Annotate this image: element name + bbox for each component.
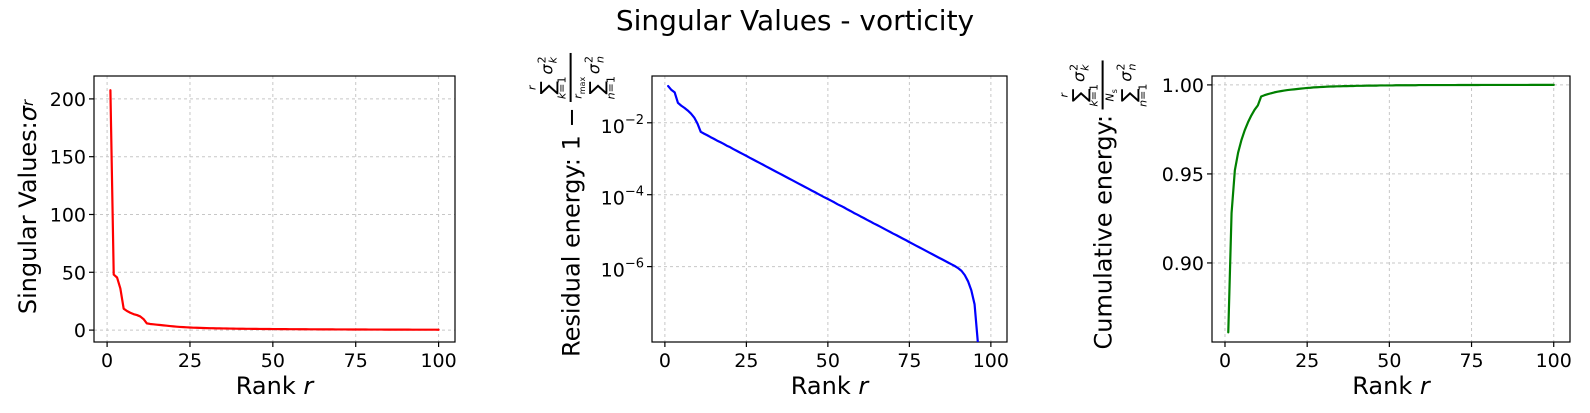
ylabel-text: Residual energy: 1 − <box>557 107 586 357</box>
figure-title: Singular Values - vorticity <box>615 4 975 37</box>
residual-energy-line <box>667 84 979 342</box>
sum-symbol: ∑ <box>584 81 609 95</box>
x-tick-label: 75 <box>1459 350 1483 372</box>
y-tick-label: 10−4 <box>601 185 644 210</box>
sum-lower-limit: n=1 <box>604 76 618 100</box>
y-tick-label: 10−6 <box>601 257 644 282</box>
x-tick-label: 50 <box>261 350 285 372</box>
x-tick-label: 25 <box>734 350 758 372</box>
x-tick-label: 100 <box>1536 350 1572 372</box>
plot-residual-energy: 0 25 50 75 100 10−2 10−4 10−6 Rank r <box>601 75 1009 400</box>
ylabel-text: Cumulative energy: <box>1089 114 1118 350</box>
x-axis-label: Rank r <box>791 372 871 400</box>
x-tick-label: 50 <box>816 350 840 372</box>
x-tick-label: 0 <box>659 350 671 372</box>
y-tick-label: 0 <box>74 320 86 342</box>
sigma-symbol: σ <box>14 106 43 122</box>
y-tick-label: 1.00 <box>1162 75 1204 97</box>
sigma-subscript: r <box>19 99 38 107</box>
y-tick-label: 50 <box>62 262 86 284</box>
plot-cumulative-energy: 0 25 50 75 100 0.90 0.95 1.00 Rank r <box>1162 75 1572 400</box>
x-tick-label: 25 <box>178 350 202 372</box>
sum-symbol: ∑ <box>1116 88 1141 103</box>
singular-values-line <box>109 89 440 331</box>
sum-operator: r ∑ k=1 <box>1058 83 1101 107</box>
x-tick-label: 50 <box>1377 350 1401 372</box>
sum-symbol: ∑ <box>1067 88 1092 103</box>
sum-lower-limit: n=1 <box>1136 83 1150 107</box>
x-tick-label: 75 <box>897 350 921 372</box>
ylabel-text: Singular Values: <box>14 121 43 315</box>
axes-box <box>93 75 456 343</box>
fraction-bar <box>1101 60 1104 110</box>
sum-operator: rmax ∑ n=1 <box>571 76 618 100</box>
sum-lower-limit: k=1 <box>555 76 569 100</box>
x-tick-label: 0 <box>101 350 113 372</box>
x-tick-label: 75 <box>344 350 368 372</box>
sum-operator: r ∑ k=1 <box>526 76 569 100</box>
y-tick-label: 200 <box>50 89 86 111</box>
x-axis-label: Rank r <box>1352 372 1432 400</box>
sum-symbol: ∑ <box>535 81 560 95</box>
x-tick-label: 0 <box>1219 350 1231 372</box>
sum-operator: Ns ∑ n=1 <box>1103 83 1150 107</box>
y-tick-label: 10−2 <box>601 113 644 138</box>
y-tick-label: 100 <box>50 204 86 226</box>
y-tick-label: 150 <box>50 147 86 169</box>
x-tick-label: 100 <box>973 350 1009 372</box>
plot-singular-values: 0 25 50 75 100 0 50 100 150 200 Rank r <box>50 75 457 400</box>
axes-box <box>651 75 1008 343</box>
sum-lower-limit: k=1 <box>1087 83 1101 107</box>
x-tick-label: 25 <box>1295 350 1319 372</box>
cumulative-energy-line <box>1227 83 1555 334</box>
axes-box <box>1211 75 1571 343</box>
x-axis-label: Rank r <box>236 372 316 400</box>
x-tick-label: 100 <box>420 350 456 372</box>
y-tick-label: 0.95 <box>1162 164 1204 186</box>
y-tick-label: 0.90 <box>1162 253 1204 275</box>
